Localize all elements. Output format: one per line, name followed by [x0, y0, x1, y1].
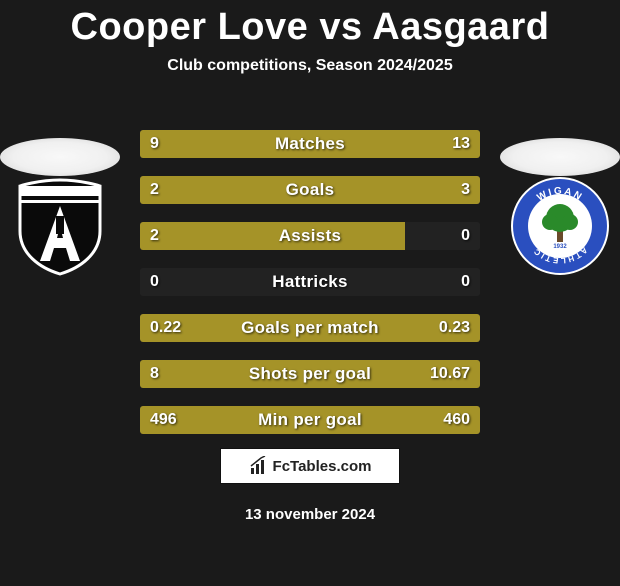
stat-label: Min per goal	[140, 406, 480, 434]
stat-row: 20Assists	[140, 222, 480, 250]
stat-row: 913Matches	[140, 130, 480, 158]
team-crest-left	[10, 176, 110, 276]
platform-left	[0, 138, 120, 176]
stat-bars: 913Matches 23Goals 20Assists 00Hattricks 0.2…	[140, 130, 480, 452]
subtitle: Club competitions, Season 2024/2025	[0, 57, 620, 75]
stat-label: Shots per goal	[140, 360, 480, 388]
date-line: 13 november 2024	[0, 506, 620, 523]
brand-text: FcTables.com	[273, 458, 372, 475]
stat-row: 23Goals	[140, 176, 480, 204]
platform-right	[500, 138, 620, 176]
svg-text:1932: 1932	[553, 244, 567, 250]
page-title: Cooper Love vs Aasgaard	[0, 6, 620, 49]
stat-row: 0.220.23Goals per match	[140, 314, 480, 342]
team-crest-right: WIGAN ATHLETIC 1932	[510, 176, 610, 276]
stat-label: Hattricks	[140, 268, 480, 296]
comparison-stage: WIGAN ATHLETIC 1932 913Matches 23Goals 20A…	[0, 116, 620, 446]
stat-label: Goals	[140, 176, 480, 204]
stat-row: 810.67Shots per goal	[140, 360, 480, 388]
brand-chart-icon	[249, 456, 269, 476]
stat-row: 496460Min per goal	[140, 406, 480, 434]
stat-label: Assists	[140, 222, 480, 250]
stat-row: 00Hattricks	[140, 268, 480, 296]
stat-label: Goals per match	[140, 314, 480, 342]
stat-label: Matches	[140, 130, 480, 158]
brand-badge: FcTables.com	[220, 448, 400, 484]
